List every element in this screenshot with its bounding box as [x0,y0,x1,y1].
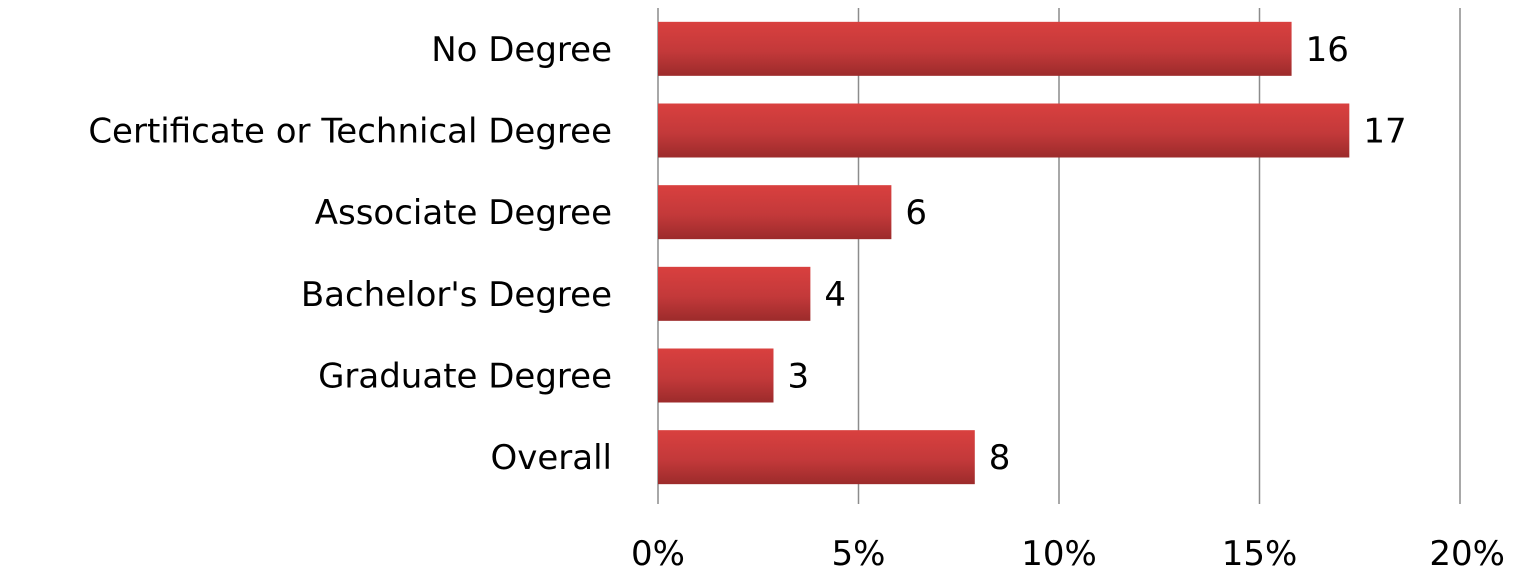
bar-3 [658,266,811,321]
x-tick-label-1: 5% [832,534,886,574]
x-tick-label-2: 10% [1021,534,1097,574]
category-label-1: Certificate or Technical Degree [88,112,612,152]
data-label-4: 3 [787,357,809,397]
bar-0 [658,21,1292,76]
gridlines [657,8,1461,504]
data-label-0: 16 [1306,30,1349,70]
data-labels: 16 17 6 4 3 8 [787,30,1406,478]
category-label-3: Bachelor's Degree [301,275,612,315]
data-label-5: 8 [989,438,1011,478]
category-label-4: Graduate Degree [318,357,612,397]
bar-5 [658,430,975,485]
data-label-1: 17 [1363,112,1406,152]
category-labels: No Degree Certificate or Technical Degree… [88,30,612,478]
bar-4 [658,348,774,403]
data-label-3: 4 [824,275,846,315]
data-label-2: 6 [905,193,927,233]
x-tick-label-4: 20% [1429,534,1505,574]
x-tick-label-0: 0% [631,534,685,574]
category-label-2: Associate Degree [315,193,612,233]
bar-2 [658,185,892,240]
bars [658,21,1350,485]
category-label-0: No Degree [431,30,612,70]
category-label-5: Overall [490,438,612,478]
x-axis-tick-labels: 0% 5% 10% 15% 20% [631,534,1505,574]
bar-1 [658,103,1350,158]
x-tick-label-3: 15% [1222,534,1298,574]
